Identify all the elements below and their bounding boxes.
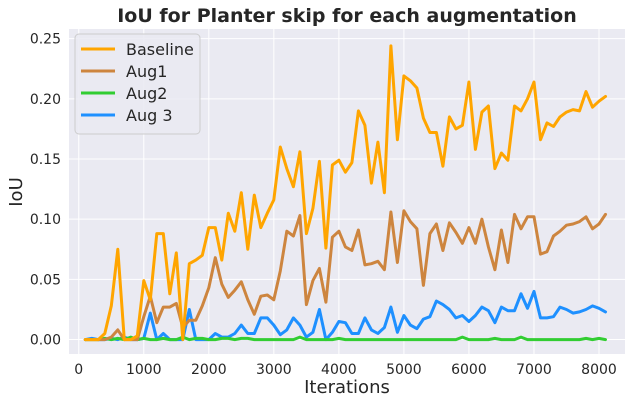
x-tick-label: 0 (74, 362, 83, 378)
x-tick-label: 2000 (191, 362, 227, 378)
chart-title: IoU for Planter skip for each augmentati… (117, 5, 577, 27)
x-tick-label: 8000 (581, 362, 617, 378)
legend: Baseline Aug1 Aug2 Aug 3 (74, 33, 201, 135)
y-tick-label: 0.00 (30, 333, 61, 349)
legend-box (74, 33, 201, 135)
y-tick-label: 0.05 (30, 272, 61, 288)
series-line-baseline (83, 44, 607, 342)
y-tick-label: 0.20 (30, 92, 61, 108)
y-tick-label: 0.10 (30, 212, 61, 228)
y-tick-labels: 0.00 0.05 0.10 0.15 0.20 0.25 (30, 32, 61, 349)
legend-label: Baseline (126, 40, 194, 59)
series-line-aug1 (83, 209, 607, 342)
x-tick-label: 7000 (516, 362, 552, 378)
legend-label: Aug2 (126, 84, 167, 103)
series-line-aug2 (83, 335, 607, 342)
legend-label: Aug 3 (126, 106, 173, 125)
x-tick-label: 4000 (321, 362, 357, 378)
series-group (83, 44, 607, 342)
x-tick-labels: 0 1000 2000 3000 4000 5000 6000 7000 8000 (74, 362, 617, 378)
x-axis-label: Iterations (304, 377, 390, 398)
y-axis-label: IoU (6, 177, 27, 207)
x-tick-label: 1000 (126, 362, 162, 378)
x-tick-label: 6000 (451, 362, 487, 378)
x-tick-label: 3000 (256, 362, 292, 378)
legend-label: Aug1 (126, 62, 167, 81)
x-tick-label: 5000 (386, 362, 422, 378)
y-tick-label: 0.15 (30, 152, 61, 168)
y-tick-label: 0.25 (30, 32, 61, 48)
